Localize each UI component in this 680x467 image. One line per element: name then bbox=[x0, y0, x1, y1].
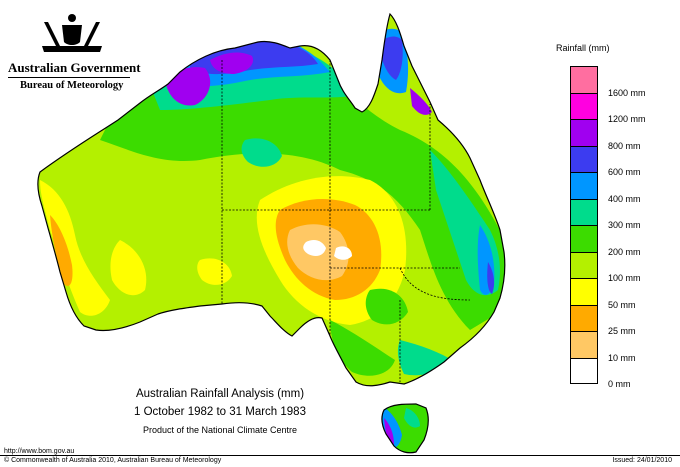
legend-label: 400 mm bbox=[608, 193, 641, 204]
legend-label: 600 mm bbox=[608, 167, 641, 177]
agency-divider bbox=[8, 77, 130, 78]
legend-title: Rainfall (mm) bbox=[556, 43, 610, 53]
legend-label: 200 mm bbox=[608, 246, 641, 257]
tasmania-rainfall-field bbox=[381, 404, 429, 453]
legend-swatch bbox=[570, 278, 598, 305]
coat-of-arms-emblem bbox=[42, 14, 102, 52]
map-title: Australian Rainfall Analysis (mm) bbox=[135, 388, 305, 400]
legend-swatch bbox=[570, 119, 598, 146]
bureau-name: Bureau of Meteorology bbox=[20, 80, 124, 91]
legend-label: 0 mm bbox=[608, 379, 631, 389]
legend-label: 800 mm bbox=[608, 140, 641, 151]
legend-label: 50 mm bbox=[608, 299, 636, 310]
map-period: 1 October 1982 to 31 March 1983 bbox=[134, 406, 306, 418]
legend-swatch bbox=[570, 225, 598, 252]
legend-swatch bbox=[570, 172, 598, 199]
legend-swatch bbox=[570, 331, 598, 358]
map-product-note: Product of the National Climate Centre bbox=[142, 425, 298, 435]
footer-issued-date: Issued: 24/01/2010 bbox=[612, 457, 672, 464]
legend-swatch bbox=[570, 145, 598, 172]
mainland-coastline bbox=[37, 12, 506, 387]
legend-swatch bbox=[570, 304, 598, 331]
legend-swatch bbox=[570, 251, 598, 278]
legend-swatch bbox=[570, 92, 598, 119]
legend-label: 100 mm bbox=[608, 273, 641, 283]
legend-swatch bbox=[570, 66, 598, 93]
footer-url-link[interactable]: http://www.bom.gov.au bbox=[4, 448, 75, 455]
legend-label: 300 mm bbox=[608, 220, 641, 230]
footer-copyright: © Commonwealth of Australia 2010, Austra… bbox=[4, 457, 222, 464]
legend-label: 1600 mm bbox=[608, 87, 646, 98]
state-borders bbox=[221, 60, 471, 382]
legend-label: 1200 mm bbox=[608, 114, 646, 124]
legend-swatch bbox=[570, 357, 598, 384]
legend-swatch bbox=[570, 198, 598, 225]
government-name: Australian Government bbox=[8, 60, 141, 75]
tasmania-coastline bbox=[381, 403, 429, 454]
footer-divider bbox=[0, 455, 680, 456]
legend-label: 25 mm bbox=[608, 326, 636, 336]
legend-label: 10 mm bbox=[608, 352, 636, 363]
